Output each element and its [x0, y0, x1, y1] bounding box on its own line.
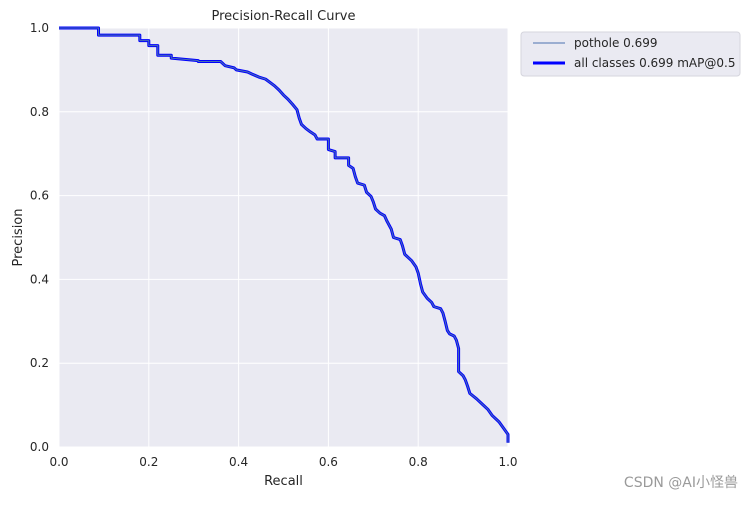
legend-box	[520, 31, 741, 77]
legend: pothole 0.699 all classes 0.699 mAP@0.5	[520, 31, 741, 77]
y-axis-title: Precision	[11, 208, 26, 266]
x-tick-label: 0.8	[409, 455, 428, 469]
legend-label-all-classes: all classes 0.699 mAP@0.5	[574, 56, 735, 70]
x-axis-title: Recall	[264, 474, 303, 489]
y-tick-label: 0.0	[30, 440, 49, 454]
chart-title: Precision-Recall Curve	[212, 9, 356, 24]
y-tick-label: 0.2	[30, 356, 49, 370]
x-tick-label: 0.2	[139, 455, 158, 469]
y-tick-label: 0.8	[30, 105, 49, 119]
x-tick-label: 0.4	[229, 455, 248, 469]
legend-label-pothole: pothole 0.699	[574, 36, 658, 50]
tick-labels: 0.0 0.2 0.4 0.6 0.8 1.0 0.0 0.2 0.4 0.6 0.8 1.0	[30, 21, 518, 469]
y-tick-label: 0.4	[30, 272, 49, 286]
x-tick-label: 0.0	[49, 455, 68, 469]
y-tick-label: 0.6	[30, 189, 49, 203]
grid-lines	[58, 27, 509, 448]
series-layer	[59, 26, 510, 443]
x-tick-label: 1.0	[498, 455, 517, 469]
y-tick-label: 1.0	[30, 21, 49, 35]
series-line-pothole	[59, 27, 509, 443]
watermark: CSDN @AI小怪兽	[624, 475, 738, 491]
x-tick-label: 0.6	[319, 455, 338, 469]
plot-area	[59, 28, 508, 447]
